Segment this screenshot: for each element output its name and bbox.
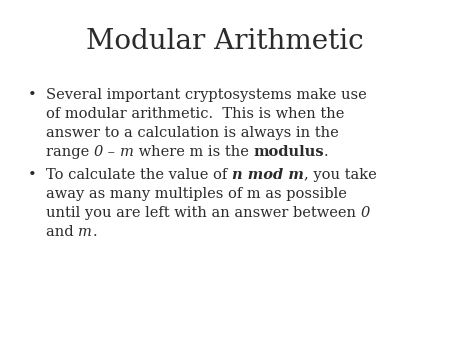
Text: , you take: , you take [304,168,377,182]
Text: m: m [78,225,92,239]
Text: and: and [46,225,78,239]
Text: range: range [46,145,94,159]
Text: •: • [28,168,37,182]
Text: .: . [92,225,97,239]
Text: •: • [28,88,37,102]
Text: Modular Arithmetic: Modular Arithmetic [86,28,364,55]
Text: –: – [103,145,120,159]
Text: answer to a calculation is always in the: answer to a calculation is always in the [46,126,339,140]
Text: .: . [324,145,328,159]
Text: modulus: modulus [253,145,324,159]
Text: of modular arithmetic.  This is when the: of modular arithmetic. This is when the [46,107,344,121]
Text: 0: 0 [360,206,370,220]
Text: where m is the: where m is the [134,145,253,159]
Text: 0: 0 [94,145,103,159]
Text: Several important cryptosystems make use: Several important cryptosystems make use [46,88,367,102]
Text: away as many multiples of m as possible: away as many multiples of m as possible [46,187,347,201]
Text: To calculate the value of: To calculate the value of [46,168,232,182]
Text: until you are left with an answer between: until you are left with an answer betwee… [46,206,360,220]
Text: m: m [120,145,134,159]
Text: n mod m: n mod m [232,168,304,182]
